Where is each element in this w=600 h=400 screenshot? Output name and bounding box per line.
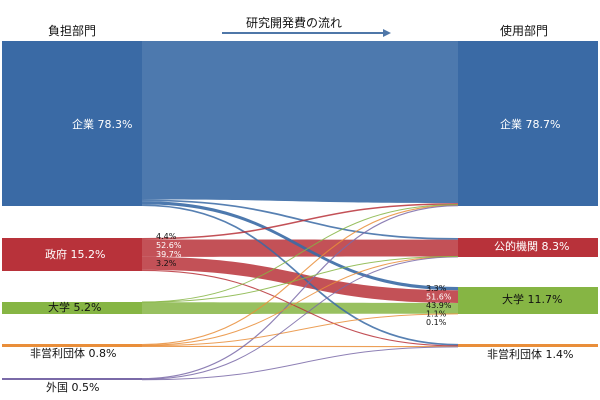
flow-corp-to-pub [141,199,459,240]
annotation-label: 0.1% [426,318,447,327]
source-node-gov [2,238,142,271]
target-label-univ: 大学 11.7% [502,292,562,306]
annotation-label: 4.4% [156,232,177,241]
target-label-npo: 非営利団体 1.4% [487,347,573,361]
source-label-abroad: 外国 0.5% [46,381,99,394]
target-node-corp [458,41,598,206]
annotation-label: 1.1% [426,310,447,319]
source-label-gov: 政府 15.2% [45,247,105,261]
source-node-abroad [2,378,142,380]
target-node-npo [458,344,598,347]
flow-corp-to-corp [142,41,458,204]
flow-gov-to-univ [142,256,458,303]
flow-abroad-to-corp [141,205,459,380]
annotation-label: 52.6% [156,241,182,250]
source-node-corp [2,41,142,206]
source-label-npo: 非営利団体 0.8% [30,346,116,360]
annotation-label: 43.9% [426,301,452,310]
flow-univ-to-pub [141,256,459,303]
flow-gov-to-npo [141,269,459,347]
annotation-label: 39.7% [156,250,182,259]
annotation-label: 51.6% [426,293,452,302]
flow-corp-to-univ [142,201,458,291]
target-node-pub [458,238,598,257]
annotation-label: 3.3% [426,284,447,293]
flow-arrow-head [383,29,391,37]
target-label-pub: 公的機関 8.3% [494,239,569,253]
source-label-univ: 大学 5.2% [48,300,101,314]
right-axis-title: 使用部門 [500,24,549,38]
target-label-corp: 企業 78.7% [500,117,560,131]
target-node-univ [458,287,598,314]
source-node-univ [2,302,142,314]
center-title: 研究開発費の流れ [246,16,343,30]
source-label-corp: 企業 78.3% [72,117,132,131]
flow-abroad-to-pub [141,256,459,380]
flow-gov-to-pub [142,239,458,257]
flow-abroad-to-npo [141,346,459,381]
source-node-npo [2,344,142,347]
left-axis-title: 負担部門 [48,24,97,38]
flow-npo-to-pub [141,256,459,346]
flow-npo-to-corp [141,204,459,346]
flows-group [141,41,459,381]
annotation-label: 3.2% [156,259,177,268]
flow-gov-to-corp [141,203,459,240]
flow-univ-to-corp [141,204,459,303]
nodes-group [2,41,598,380]
flow-npo-to-univ [141,313,459,347]
